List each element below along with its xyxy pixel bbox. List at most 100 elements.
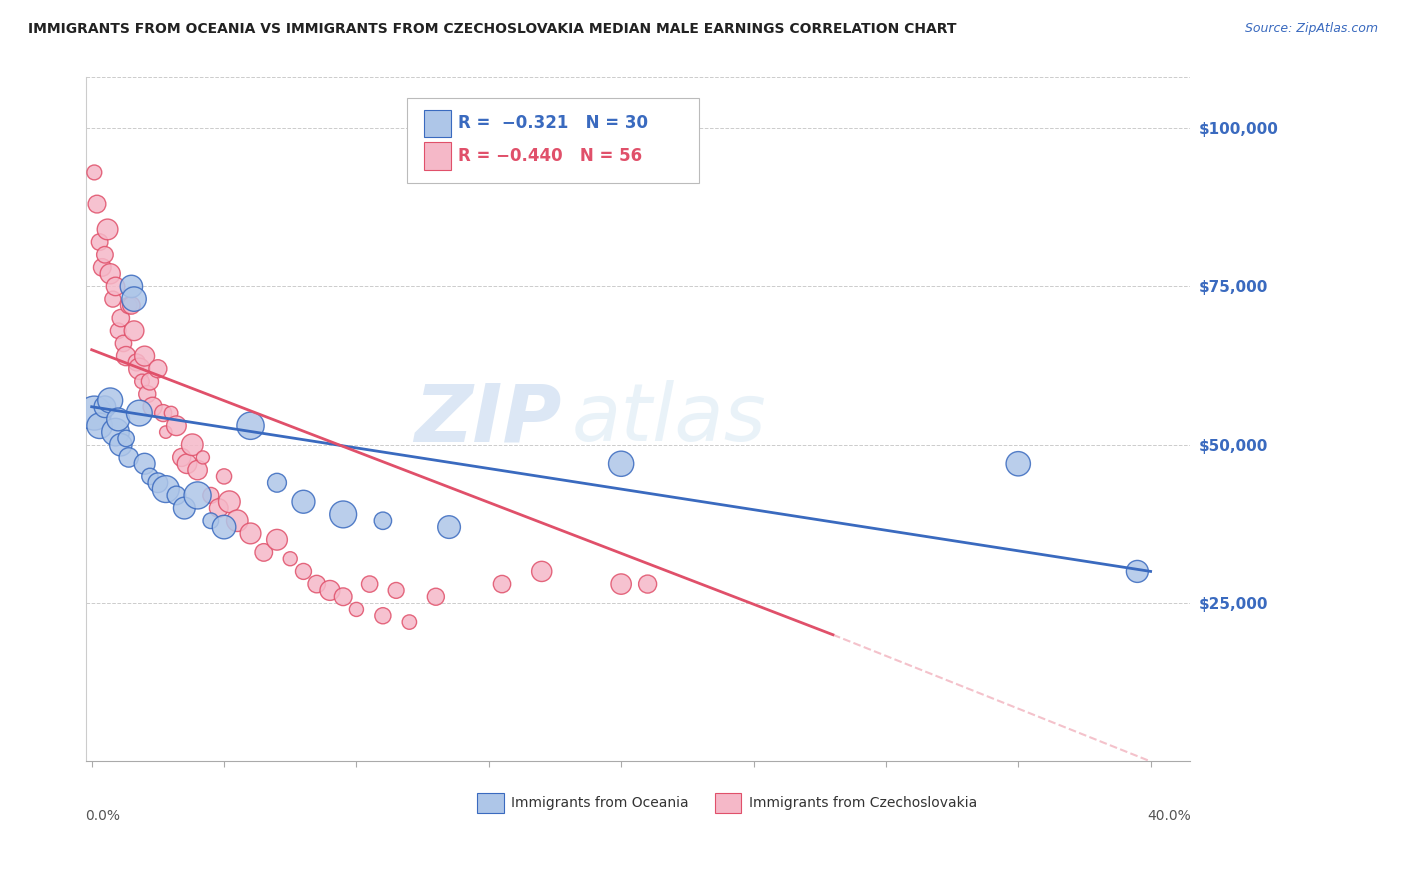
Point: [292, 494, 315, 508]
Point: [200, 488, 222, 502]
Point: [118, 298, 141, 312]
Text: Immigrants from Czechoslovakia: Immigrants from Czechoslovakia: [749, 797, 977, 810]
Point: [125, 355, 148, 369]
FancyBboxPatch shape: [477, 793, 503, 814]
Point: [491, 577, 513, 591]
Point: [332, 590, 354, 604]
Point: [104, 279, 127, 293]
Point: [1007, 457, 1029, 471]
Point: [104, 425, 127, 439]
Point: [115, 349, 138, 363]
Text: IMMIGRANTS FROM OCEANIA VS IMMIGRANTS FROM CZECHOSLOVAKIA MEDIAN MALE EARNINGS C: IMMIGRANTS FROM OCEANIA VS IMMIGRANTS FR…: [28, 22, 956, 37]
Point: [176, 457, 198, 471]
Point: [110, 438, 132, 452]
Text: atlas: atlas: [572, 380, 766, 458]
Point: [139, 375, 162, 389]
Point: [292, 565, 315, 579]
Text: R =  −0.321   N = 30: R = −0.321 N = 30: [458, 114, 648, 132]
Point: [610, 457, 633, 471]
Point: [173, 501, 195, 516]
Point: [115, 432, 138, 446]
Text: R = −0.440   N = 56: R = −0.440 N = 56: [458, 147, 643, 165]
Point: [112, 336, 135, 351]
Point: [98, 267, 121, 281]
Point: [134, 349, 156, 363]
Point: [83, 165, 105, 179]
Point: [146, 361, 169, 376]
Point: [253, 545, 276, 559]
Point: [134, 457, 156, 471]
Point: [1126, 565, 1149, 579]
Point: [118, 450, 141, 465]
Point: [181, 438, 204, 452]
Point: [136, 387, 159, 401]
Point: [94, 400, 117, 414]
Point: [187, 488, 209, 502]
Point: [305, 577, 328, 591]
Text: 40.0%: 40.0%: [1147, 809, 1191, 823]
FancyBboxPatch shape: [714, 793, 741, 814]
Point: [226, 514, 249, 528]
Point: [371, 608, 394, 623]
Point: [120, 298, 142, 312]
Point: [191, 450, 214, 465]
Text: Source: ZipAtlas.com: Source: ZipAtlas.com: [1244, 22, 1378, 36]
Point: [610, 577, 633, 591]
Point: [142, 400, 165, 414]
Point: [89, 235, 111, 249]
Point: [530, 565, 553, 579]
Point: [110, 311, 132, 326]
Point: [101, 292, 124, 306]
Point: [239, 418, 262, 433]
Point: [122, 324, 145, 338]
Point: [332, 508, 354, 522]
Point: [266, 533, 288, 547]
Point: [371, 514, 394, 528]
Point: [278, 551, 301, 566]
Point: [385, 583, 408, 598]
Point: [212, 520, 235, 534]
Point: [155, 482, 177, 496]
Point: [86, 197, 108, 211]
Point: [83, 406, 105, 420]
Point: [200, 514, 222, 528]
Point: [637, 577, 659, 591]
Point: [107, 412, 129, 426]
Point: [165, 488, 187, 502]
Point: [160, 406, 183, 420]
Point: [359, 577, 381, 591]
Point: [165, 418, 187, 433]
Point: [266, 475, 288, 490]
Point: [120, 279, 142, 293]
Text: 0.0%: 0.0%: [86, 809, 121, 823]
Point: [122, 292, 145, 306]
Point: [398, 615, 420, 629]
FancyBboxPatch shape: [406, 98, 699, 184]
Point: [128, 361, 150, 376]
FancyBboxPatch shape: [425, 143, 451, 169]
Point: [97, 222, 120, 236]
Point: [89, 418, 111, 433]
Point: [94, 248, 117, 262]
Point: [212, 469, 235, 483]
Point: [170, 450, 193, 465]
Point: [131, 375, 153, 389]
Point: [218, 494, 240, 508]
Point: [239, 526, 262, 541]
Point: [425, 590, 447, 604]
Point: [146, 475, 169, 490]
Point: [344, 602, 367, 616]
Text: ZIP: ZIP: [413, 380, 561, 458]
Point: [155, 425, 177, 439]
Point: [187, 463, 209, 477]
Point: [208, 501, 231, 516]
Point: [437, 520, 460, 534]
Point: [152, 406, 174, 420]
FancyBboxPatch shape: [425, 110, 451, 137]
Text: Immigrants from Oceania: Immigrants from Oceania: [512, 797, 689, 810]
Point: [98, 393, 121, 408]
Point: [107, 324, 129, 338]
Point: [319, 583, 342, 598]
Point: [128, 406, 150, 420]
Point: [139, 469, 162, 483]
